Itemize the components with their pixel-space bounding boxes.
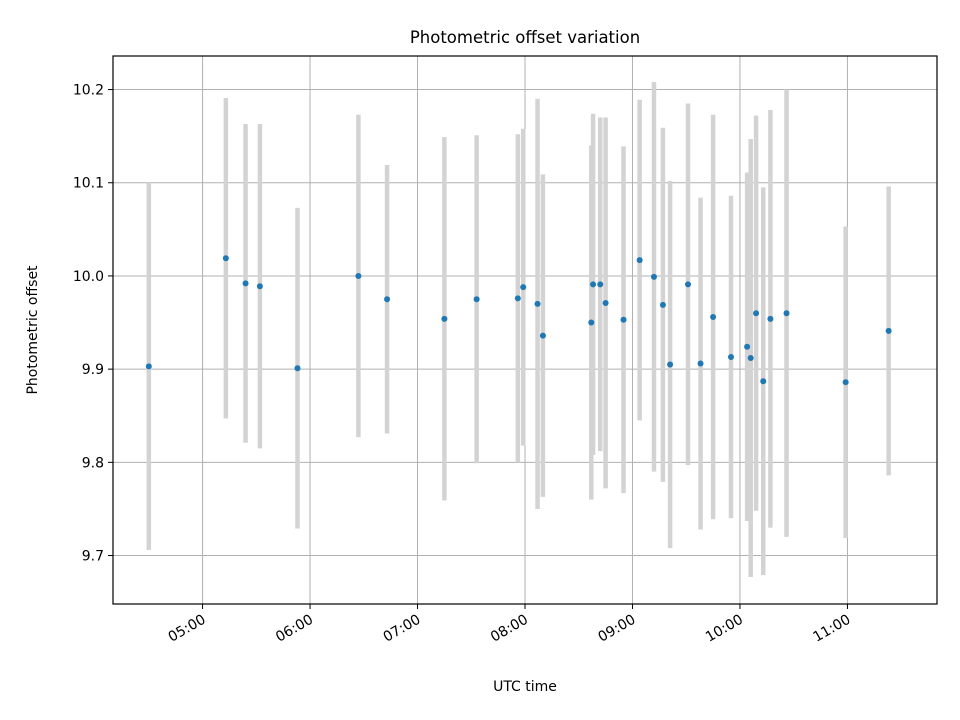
x-axis-label: UTC time	[493, 679, 557, 695]
data-point	[697, 360, 704, 367]
data-point	[473, 296, 480, 303]
y-tick-label: 9.8	[82, 455, 104, 471]
data-point	[602, 299, 609, 306]
data-point	[441, 315, 448, 322]
data-point	[636, 257, 643, 264]
data-point	[659, 301, 666, 308]
data-point	[842, 379, 849, 386]
data-point	[728, 354, 734, 361]
data-point	[520, 284, 527, 291]
data-point	[783, 310, 790, 317]
data-point	[222, 255, 229, 262]
y-tick-label: 10.1	[73, 176, 104, 192]
data-point	[590, 281, 597, 288]
data-point	[744, 343, 751, 350]
data-point	[145, 363, 152, 370]
data-point	[242, 280, 249, 287]
data-point	[514, 295, 521, 302]
y-tick-label: 10.0	[73, 269, 104, 285]
y-axis: 9.7 9.8 9.9 10.0 10.1 10.2	[73, 83, 113, 565]
data-point	[767, 315, 774, 322]
data-point	[620, 316, 627, 323]
y-tick-label: 9.7	[82, 549, 104, 565]
data-point	[588, 319, 595, 326]
data-point	[747, 354, 754, 361]
y-axis-label: Photometric offset	[25, 265, 41, 395]
data-point	[539, 332, 546, 339]
data-point	[256, 283, 263, 290]
grid	[113, 56, 937, 604]
data-points	[145, 255, 892, 386]
data-point	[534, 300, 541, 307]
data-point	[685, 281, 692, 288]
chart-title: Photometric offset variation	[410, 28, 640, 47]
y-tick-label: 9.9	[82, 362, 104, 378]
data-point	[760, 378, 767, 385]
data-point	[885, 327, 892, 334]
data-point	[753, 310, 760, 317]
y-tick-label: 10.2	[73, 83, 104, 99]
data-point	[294, 365, 301, 372]
data-point	[355, 272, 362, 279]
data-point	[710, 313, 717, 320]
data-point	[650, 273, 657, 280]
data-point	[597, 281, 604, 288]
data-point	[667, 361, 674, 368]
data-point	[384, 296, 391, 303]
